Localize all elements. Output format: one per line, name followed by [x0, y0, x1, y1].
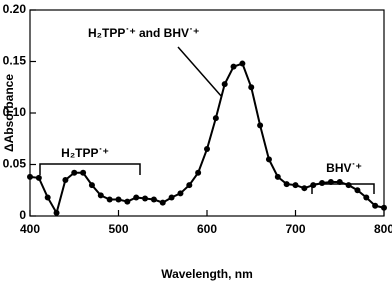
- x-tick-label: 500: [108, 222, 128, 236]
- marker: [381, 204, 387, 211]
- marker: [239, 60, 246, 67]
- annotation: H₂TPP˙⁺ and BHV˙⁺: [88, 26, 199, 40]
- x-tick-label: 700: [285, 222, 305, 236]
- marker: [133, 194, 140, 201]
- marker: [97, 192, 104, 199]
- marker: [186, 182, 193, 189]
- marker: [345, 182, 352, 189]
- marker: [27, 173, 33, 180]
- y-axis-label: ΔAbsorbance: [2, 74, 16, 152]
- marker: [274, 173, 281, 180]
- marker: [142, 195, 149, 202]
- x-tick-label: 600: [197, 222, 217, 236]
- y-tick-label: 0.20: [3, 2, 27, 16]
- annotation: BHV˙⁺: [326, 161, 362, 175]
- marker: [248, 84, 255, 91]
- marker: [88, 182, 95, 189]
- marker: [115, 196, 122, 203]
- marker: [372, 202, 379, 209]
- marker: [257, 122, 264, 129]
- marker: [336, 179, 343, 186]
- marker: [124, 198, 131, 205]
- marker: [168, 194, 175, 201]
- marker: [204, 146, 210, 153]
- marker: [292, 182, 299, 189]
- y-tick-label: 0.10: [3, 105, 27, 119]
- marker: [62, 176, 69, 183]
- y-tick-label: 0.15: [3, 54, 27, 68]
- marker: [212, 115, 219, 122]
- x-tick-label: 800: [374, 222, 392, 236]
- y-tick-label: 0: [19, 208, 26, 222]
- marker: [35, 174, 42, 181]
- marker: [301, 185, 308, 192]
- marker: [221, 81, 228, 88]
- marker: [177, 190, 184, 197]
- marker: [319, 180, 326, 187]
- pointer-line: [177, 46, 223, 98]
- marker: [53, 209, 60, 216]
- marker: [283, 181, 290, 188]
- plot-frame: [29, 9, 385, 217]
- marker: [354, 187, 361, 194]
- bracket: [39, 163, 141, 175]
- marker: [363, 194, 370, 201]
- x-axis-label: Wavelength, nm: [161, 267, 253, 281]
- marker: [150, 196, 157, 203]
- marker: [71, 169, 78, 176]
- y-tick-label: 0.05: [3, 157, 27, 171]
- annotation: H₂TPP˙⁺: [61, 146, 109, 160]
- marker: [310, 182, 317, 189]
- marker: [159, 199, 166, 206]
- marker: [80, 169, 87, 176]
- marker: [195, 169, 202, 176]
- marker: [106, 196, 113, 203]
- marker: [265, 156, 272, 163]
- marker: [44, 194, 51, 201]
- marker: [230, 63, 237, 70]
- marker: [327, 179, 334, 186]
- line: [29, 62, 385, 216]
- x-tick-label: 400: [20, 222, 40, 236]
